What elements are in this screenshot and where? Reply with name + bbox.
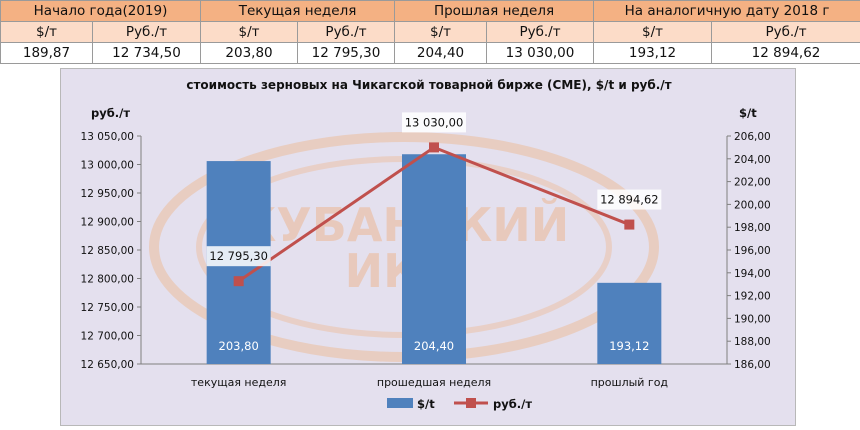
line-marker: [233, 276, 244, 287]
right-tick-label: 188,00: [734, 336, 771, 348]
category-label: текущая неделя: [191, 376, 287, 389]
legend-marker-rub: [466, 398, 476, 408]
header-last-week: Прошлая неделя: [394, 0, 595, 22]
summary-table: Начало года(2019) Текущая неделя Прошлая…: [0, 0, 860, 64]
right-tick-label: 186,00: [734, 359, 771, 371]
left-tick-label: 12 850,00: [81, 245, 134, 257]
legend-swatch-usd: [387, 398, 413, 408]
left-tick-label: 12 900,00: [81, 217, 134, 229]
unit-cell: $/т: [593, 21, 713, 43]
bar-value-label: 193,12: [609, 339, 649, 353]
line-series: 12 795,30 13 030,00 12 894,62: [206, 112, 662, 287]
legend-label-rub: руб./т: [493, 397, 532, 411]
header-current-week: Текущая неделя: [200, 0, 396, 22]
right-tick-label: 198,00: [734, 222, 771, 234]
line-value-label: 12 894,62: [600, 193, 659, 207]
right-tick-label: 206,00: [734, 131, 771, 143]
value-cell: 12 894,62: [711, 42, 860, 64]
value-cell: 204,40: [394, 42, 488, 64]
bar-value-label: 204,40: [414, 339, 454, 353]
left-tick-label: 13 050,00: [81, 131, 134, 143]
legend: $/t руб./т: [387, 397, 532, 411]
right-axis-unit: $/t: [739, 106, 757, 120]
category-labels: текущая неделя прошедшая неделя прошлый го…: [191, 376, 669, 389]
line-value-label: 13 030,00: [405, 115, 464, 129]
bar-value-label: 203,80: [219, 339, 259, 353]
chart-svg: КУБАНСКИЙ ИКЦ стоимость зерновых на Чика…: [81, 78, 771, 411]
left-tick-label: 12 800,00: [81, 274, 134, 286]
unit-cell: Руб./т: [297, 21, 396, 43]
bar: [597, 282, 662, 364]
left-axis-unit: руб./т: [91, 106, 130, 120]
value-cell: 12 734,50: [91, 42, 202, 64]
right-tick-label: 190,00: [734, 313, 771, 325]
chart-area: КУБАНСКИЙ ИКЦ стоимость зерновых на Чика…: [60, 68, 796, 426]
line-label-box: [206, 246, 271, 267]
line-label-box: [597, 189, 662, 210]
right-axis: 206,00 204,00 202,00 200,00 198,00 196,00 194,…: [726, 131, 771, 371]
header-start-of-year: Начало года(2019): [0, 0, 202, 22]
line-marker: [624, 219, 635, 230]
left-tick-label: 13 000,00: [81, 160, 134, 172]
value-cell: 13 030,00: [486, 42, 595, 64]
value-cell: 203,80: [200, 42, 299, 64]
left-tick-label: 12 650,00: [81, 359, 134, 371]
chart-title: стоимость зерновых на Чикагской товарной…: [186, 78, 671, 92]
unit-cell: Руб./т: [711, 21, 860, 43]
category-label: прошедшая неделя: [377, 376, 491, 389]
left-axis: 13 050,00 13 000,00 12 950,00 12 900,00 12 8…: [81, 131, 727, 371]
bar-series: 203,80 204,40 193,12: [206, 154, 662, 364]
unit-cell: $/т: [0, 21, 93, 43]
bar: [402, 154, 466, 364]
right-tick-label: 202,00: [734, 177, 771, 189]
category-label: прошлый год: [591, 376, 669, 389]
left-tick-label: 12 750,00: [81, 302, 134, 314]
unit-cell: $/т: [200, 21, 299, 43]
left-tick-label: 12 950,00: [81, 188, 134, 200]
table-units-row: $/т Руб./т $/т Руб./т $/т Руб./т $/т Руб…: [0, 21, 860, 43]
line-value-label: 12 795,30: [209, 249, 268, 263]
right-tick-label: 200,00: [734, 199, 771, 211]
value-cell: 189,87: [0, 42, 93, 64]
value-cell: 193,12: [593, 42, 713, 64]
left-tick-label: 12 700,00: [81, 331, 134, 343]
right-tick-label: 194,00: [734, 268, 771, 280]
right-tick-label: 204,00: [734, 154, 771, 166]
legend-label-usd: $/t: [417, 397, 435, 411]
table-header-row: Начало года(2019) Текущая неделя Прошлая…: [0, 0, 860, 22]
table-values-row: 189,87 12 734,50 203,80 12 795,30 204,40…: [0, 42, 860, 64]
header-same-date-2018: На аналогичную дату 2018 г: [593, 0, 860, 22]
value-cell: 12 795,30: [297, 42, 396, 64]
line-marker: [429, 142, 439, 153]
unit-cell: Руб./т: [486, 21, 595, 43]
right-tick-label: 196,00: [734, 245, 771, 257]
right-tick-label: 192,00: [734, 291, 771, 303]
unit-cell: $/т: [394, 21, 488, 43]
unit-cell: Руб./т: [91, 21, 202, 43]
line-label-box: [402, 112, 466, 133]
